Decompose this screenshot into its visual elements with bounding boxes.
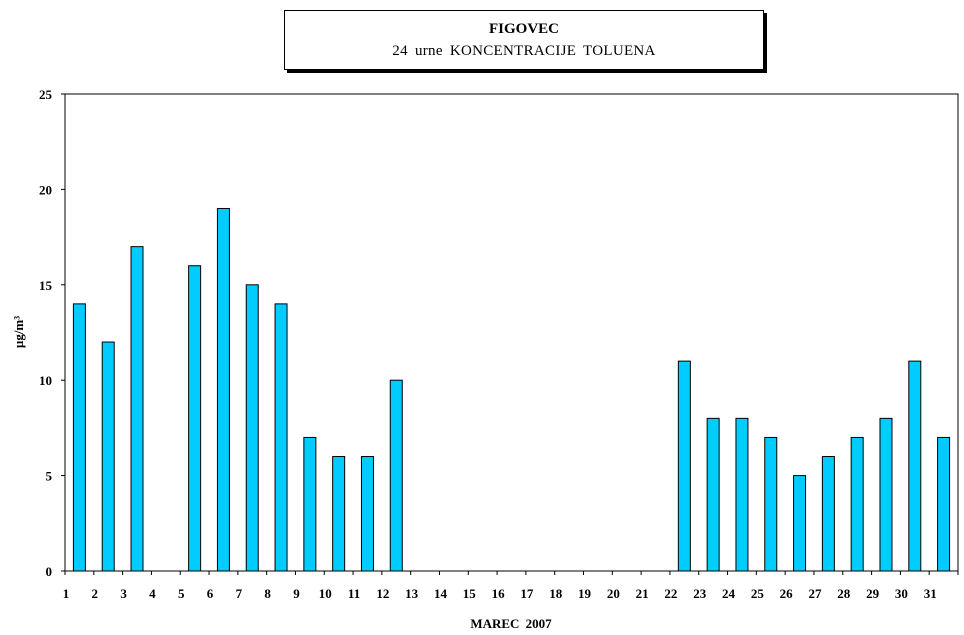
x-tick-label: 27	[808, 586, 822, 601]
bar	[821, 456, 835, 572]
bar	[360, 456, 374, 572]
x-tick-label: 1	[63, 586, 70, 601]
bar	[303, 436, 317, 572]
x-tick-label: 25	[751, 586, 765, 601]
x-tick-label: 16	[492, 586, 506, 601]
bar	[937, 436, 951, 572]
x-tick-label: 3	[120, 586, 127, 601]
x-tick-label: 15	[463, 586, 477, 601]
bar	[72, 303, 86, 572]
chart-title-box: FIGOVEC 24 urne KONCENTRACIJE TOLUENA	[284, 10, 764, 70]
y-tick-label: 5	[46, 469, 53, 484]
y-tick-label: 20	[39, 182, 52, 197]
bar	[332, 456, 346, 572]
bar	[216, 207, 230, 572]
x-tick-label: 5	[178, 586, 185, 601]
bar	[274, 303, 288, 572]
bar	[677, 360, 691, 572]
x-tick-label: 29	[866, 586, 880, 601]
x-tick-label: 30	[895, 586, 908, 601]
x-tick-label: 11	[348, 586, 360, 601]
bar	[101, 341, 115, 572]
x-tick-label: 7	[236, 586, 243, 601]
y-tick-label: 15	[39, 278, 53, 293]
x-tick-label: 14	[434, 586, 448, 601]
x-tick-label: 9	[293, 586, 300, 601]
y-axis-title: µg/m³	[11, 316, 26, 348]
y-tick-label: 10	[39, 373, 52, 388]
chart-title: FIGOVEC	[488, 21, 559, 37]
x-tick-label: 17	[520, 586, 534, 601]
bar	[850, 436, 864, 572]
x-tick-label: 12	[376, 586, 389, 601]
bar	[188, 265, 202, 572]
x-tick-label: 2	[92, 586, 99, 601]
chart-subtitle: 24 urne KONCENTRACIJE TOLUENA	[392, 43, 656, 59]
x-tick-label: 18	[549, 586, 563, 601]
bar	[245, 284, 259, 572]
x-tick-label: 13	[405, 586, 419, 601]
x-tick-label: 22	[664, 586, 677, 601]
x-tick-label: 6	[207, 586, 214, 601]
bar	[879, 417, 893, 572]
plot-frame	[64, 93, 959, 572]
x-tick-label: 26	[780, 586, 794, 601]
bar	[764, 436, 778, 572]
x-tick-label: 8	[264, 586, 271, 601]
bar	[389, 379, 403, 572]
bar	[706, 417, 720, 572]
bar	[735, 417, 749, 572]
x-tick-label: 20	[607, 586, 620, 601]
y-tick-label: 0	[46, 564, 53, 579]
x-axis-title: MAREC 2007	[470, 616, 552, 631]
x-tick-label: 28	[837, 586, 851, 601]
x-tick-label: 21	[636, 586, 649, 601]
x-tick-label: 4	[149, 586, 156, 601]
y-tick-label: 25	[39, 87, 53, 102]
bar	[130, 246, 144, 572]
x-tick-label: 19	[578, 586, 592, 601]
bar	[793, 475, 807, 572]
x-tick-label: 24	[722, 586, 736, 601]
x-tick-label: 23	[693, 586, 707, 601]
x-tick-label: 10	[319, 586, 332, 601]
bar	[908, 360, 922, 572]
x-tick-label: 31	[924, 586, 937, 601]
